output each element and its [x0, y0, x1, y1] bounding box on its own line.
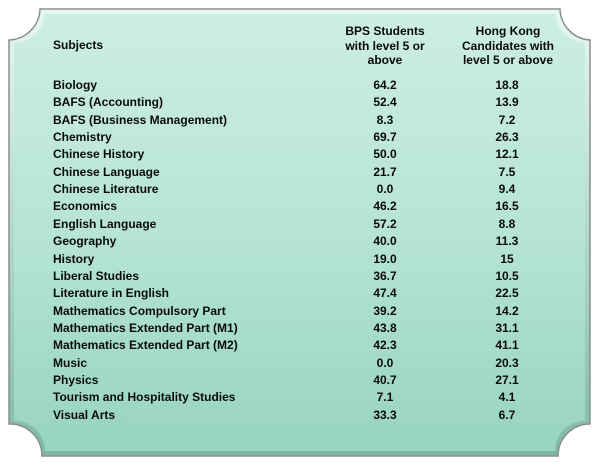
- row-bps-value: 50.0: [373, 147, 397, 162]
- row-subject: Physics: [53, 372, 99, 387]
- row-subject: Literature in English: [53, 286, 170, 301]
- header-hong-kong-candidates: Hong Kong Candidates with level 5 or abo…: [448, 24, 568, 68]
- header-hk-line3: level 5 or above: [462, 53, 554, 67]
- row-hk-value: 18.8: [495, 78, 519, 92]
- row-subject: History: [53, 251, 95, 266]
- row-subject: Chinese Language: [53, 164, 160, 179]
- row-subject: BAFS (Business Management): [53, 112, 228, 127]
- row-subject: Geography: [53, 234, 117, 249]
- row-hk-value: 31.1: [495, 320, 519, 335]
- row-hk-value: 22.5: [495, 286, 519, 301]
- header-bps-line3: above: [367, 53, 403, 67]
- row-subject: BAFS (Accounting): [53, 95, 163, 110]
- header-bps-line1: BPS Students: [345, 24, 425, 38]
- row-bps-value: 21.7: [373, 164, 397, 179]
- row-hk-value: 11.3: [495, 234, 519, 249]
- row-hk-value: 15: [500, 251, 514, 266]
- header-bps-students: BPS Students with level 5 or above: [320, 24, 450, 68]
- row-bps-value: 46.2: [373, 199, 397, 214]
- row-bps-value: 0.0: [376, 355, 394, 370]
- row-bps-value: 19.0: [373, 251, 397, 266]
- row-bps-value: 47.4: [373, 286, 397, 301]
- row-bps-value: 33.3: [373, 407, 397, 422]
- row-subject: Chinese History: [53, 147, 145, 162]
- row-subject: Mathematics Compulsory Part: [53, 303, 226, 318]
- row-hk-value: 7.2: [498, 112, 516, 127]
- panel-inner: [14, 14, 585, 451]
- row-bps-value: 69.7: [373, 130, 397, 145]
- header-hk-line1: Hong Kong: [475, 24, 541, 38]
- header-hk-line2: Candidates with: [461, 38, 554, 53]
- row-subject: Chemistry: [53, 130, 112, 145]
- row-bps-value: 64.2: [373, 78, 397, 92]
- row-hk-value: 20.3: [495, 355, 519, 370]
- row-bps-value: 40.7: [373, 372, 397, 387]
- row-bps-value: 39.2: [373, 303, 397, 318]
- row-bps-value: 43.8: [373, 320, 397, 335]
- row-bps-value: 8.3: [376, 112, 394, 127]
- row-subject: Tourism and Hospitality Studies: [53, 390, 236, 405]
- row-bps-value: 7.1: [376, 390, 394, 405]
- row-subject: Music: [53, 355, 88, 370]
- row-hk-value: 4.1: [498, 390, 516, 405]
- row-subject: Visual Arts: [53, 407, 116, 422]
- row-bps-value: 52.4: [373, 95, 397, 110]
- row-bps-value: 0.0: [376, 182, 394, 197]
- row-subject: Mathematics Extended Part (M1): [53, 320, 238, 335]
- row-hk-value: 16.5: [495, 199, 519, 214]
- row-subject: Liberal Studies: [53, 268, 140, 283]
- row-bps-value: 40.0: [373, 234, 397, 249]
- row-bps-value: 57.2: [373, 216, 397, 231]
- row-bps-value: 36.7: [373, 268, 397, 283]
- row-hk-value: 8.8: [498, 216, 516, 231]
- row-hk-value: 10.5: [495, 268, 519, 283]
- row-subject: Economics: [53, 199, 118, 214]
- row-subject: Biology: [53, 78, 97, 92]
- row-hk-value: 26.3: [495, 130, 519, 145]
- row-subject: Mathematics Extended Part (M2): [53, 338, 238, 353]
- header-bps-line2: with level 5 or: [345, 38, 425, 53]
- row-hk-value: 14.2: [495, 303, 519, 318]
- row-hk-value: 41.1: [495, 338, 519, 353]
- row-hk-value: 12.1: [495, 147, 519, 162]
- row-subject: English Language: [53, 216, 157, 231]
- row-hk-value: 27.1: [495, 372, 519, 387]
- header-subjects: Subjects: [53, 38, 104, 52]
- row-subject: Chinese Literature: [53, 182, 159, 197]
- row-hk-value: 13.9: [495, 95, 519, 110]
- row-bps-value: 42.3: [373, 338, 397, 353]
- row-hk-value: 9.4: [498, 182, 516, 197]
- row-hk-value: 6.7: [498, 407, 516, 422]
- row-hk-value: 7.5: [498, 164, 516, 179]
